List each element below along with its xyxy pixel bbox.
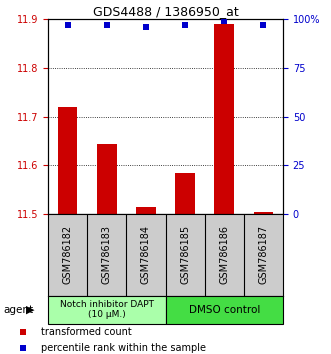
Bar bbox=[48, 296, 166, 324]
Text: agent: agent bbox=[3, 305, 33, 315]
Bar bbox=[214, 24, 234, 214]
Text: GSM786182: GSM786182 bbox=[63, 225, 72, 285]
Text: GSM786184: GSM786184 bbox=[141, 225, 151, 284]
Text: ▶: ▶ bbox=[25, 305, 34, 315]
Bar bbox=[254, 212, 273, 214]
Bar bbox=[136, 207, 156, 214]
Bar bbox=[97, 144, 117, 214]
Bar bbox=[58, 107, 77, 214]
Text: Notch inhibitor DAPT
(10 μM.): Notch inhibitor DAPT (10 μM.) bbox=[60, 300, 154, 319]
Bar bbox=[175, 173, 195, 214]
Text: GSM786183: GSM786183 bbox=[102, 225, 112, 284]
Text: GSM786187: GSM786187 bbox=[259, 225, 268, 285]
Text: GSM786186: GSM786186 bbox=[219, 225, 229, 284]
Text: GSM786185: GSM786185 bbox=[180, 225, 190, 285]
Text: percentile rank within the sample: percentile rank within the sample bbox=[40, 343, 206, 353]
Title: GDS4488 / 1386950_at: GDS4488 / 1386950_at bbox=[93, 5, 238, 18]
Text: transformed count: transformed count bbox=[40, 327, 131, 337]
Text: DMSO control: DMSO control bbox=[189, 305, 260, 315]
Bar bbox=[166, 296, 283, 324]
